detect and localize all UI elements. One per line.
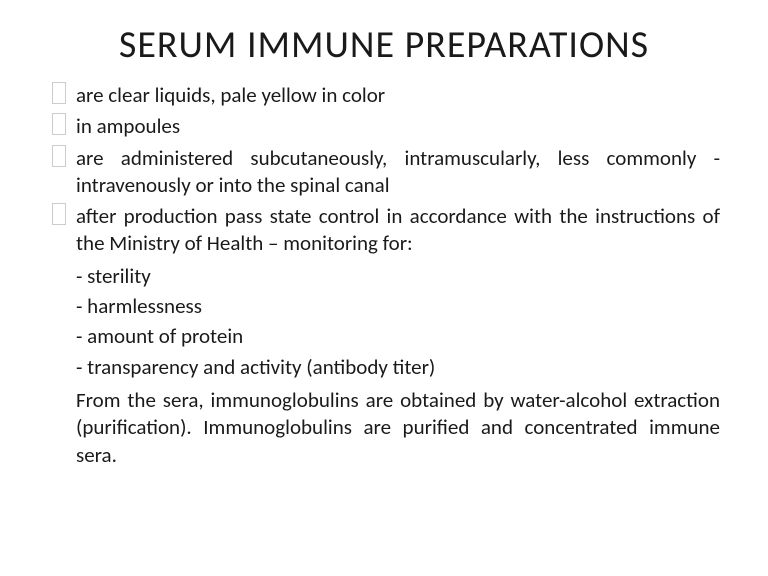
- sub-item: - transparency and activity (antibody ti…: [76, 353, 720, 381]
- sub-item: - amount of protein: [76, 322, 720, 350]
- slide-container: SERUM IMMUNE PREPARATIONS are clear liqu…: [0, 0, 768, 576]
- bullet-item: in ampoules: [48, 113, 720, 140]
- bullet-list: are clear liquids, pale yellow in color …: [48, 82, 720, 258]
- bullet-item: are administered subcutaneously, intramu…: [48, 145, 720, 200]
- paragraph-text: From the sera, immunoglobulins are obtai…: [76, 387, 720, 469]
- sub-item: - sterility: [76, 262, 720, 290]
- bullet-item: are clear liquids, pale yellow in color: [48, 82, 720, 109]
- sub-item: - harmlessness: [76, 292, 720, 320]
- slide-title: SERUM IMMUNE PREPARATIONS: [48, 22, 720, 68]
- bullet-item: after production pass state control in a…: [48, 203, 720, 258]
- sub-list: - sterility - harmlessness - amount of p…: [76, 262, 720, 381]
